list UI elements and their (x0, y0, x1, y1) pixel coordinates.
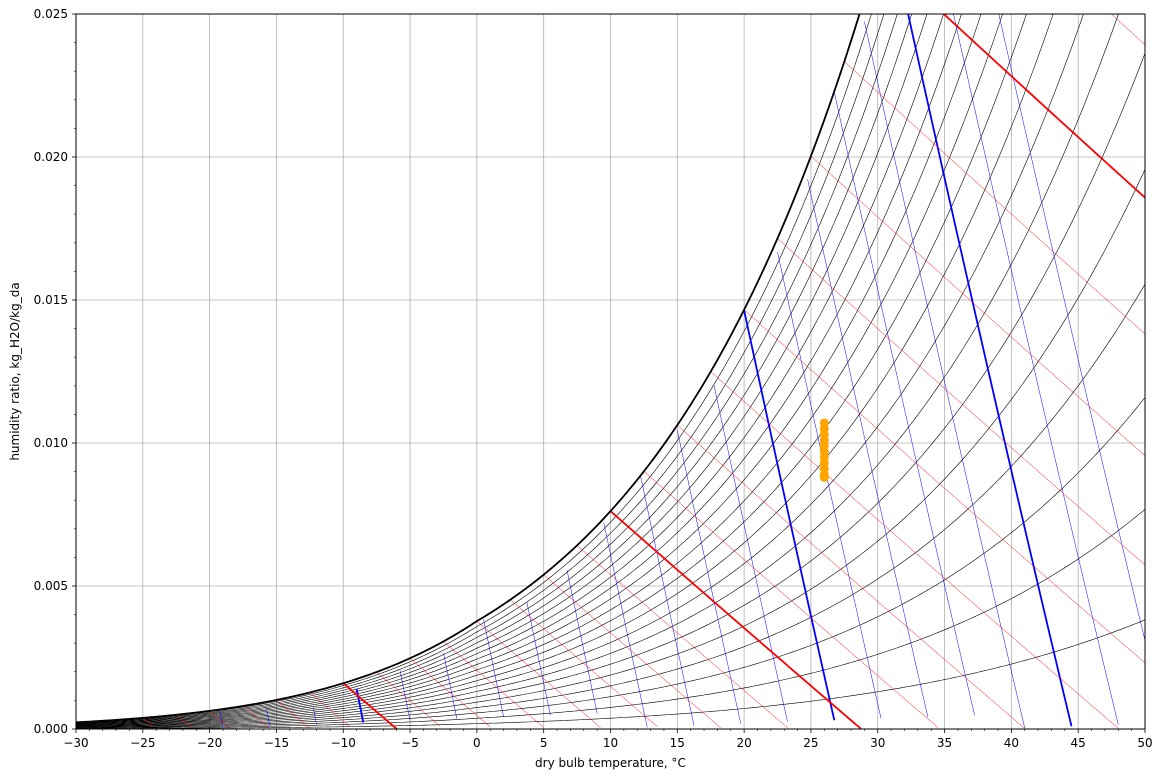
x-tick-label: 20 (736, 736, 751, 750)
x-tick-label: 50 (1137, 736, 1152, 750)
specific-volume-line (864, 21, 1025, 729)
x-tick-label: −30 (63, 736, 88, 750)
specific-volume-line (834, 92, 975, 716)
specific-volume-line (219, 710, 224, 729)
specific-volume-line (953, 14, 1119, 725)
wet-bulb-line (743, 309, 1145, 664)
wet-bulb-line (309, 692, 351, 727)
x-tick-label: −10 (331, 736, 356, 750)
wet-bulb-line (142, 717, 153, 727)
x-tick-label: 5 (540, 736, 548, 750)
wet-bulb-line (276, 699, 311, 729)
x-tick-label: −15 (264, 736, 289, 750)
y-tick-label: 0.020 (34, 150, 68, 164)
y-tick-label: 0.025 (34, 7, 68, 21)
wet-bulb-line (209, 710, 230, 728)
rh-curve (76, 14, 1054, 727)
wet-bulb-line (242, 705, 270, 729)
x-tick-label: 45 (1071, 736, 1086, 750)
x-tick-label: 0 (473, 736, 481, 750)
specific-volume-line (312, 707, 317, 725)
wet-bulb-line (342, 682, 398, 729)
rh-curve (76, 14, 928, 725)
x-tick-label: −20 (197, 736, 222, 750)
wet-bulb-line (710, 371, 1119, 729)
y-tick-label: 0.015 (34, 293, 68, 307)
wet-bulb-line (1110, 14, 1145, 46)
wet-bulb-line (844, 61, 1145, 335)
specific-volume-line (603, 522, 648, 728)
x-tick-label: 15 (670, 736, 685, 750)
specific-volume-line (640, 476, 695, 726)
wet-bulb-line (443, 641, 544, 728)
specific-volume-line (907, 14, 1073, 727)
specific-volume-line (777, 251, 882, 719)
axes: −30 −25 −20 −15 −10 −5 0 5 10 15 20 25 30 35 40 45 50 0.0… (34, 7, 1153, 750)
rh-curve (76, 14, 962, 725)
y-tick-label: 0.000 (34, 722, 68, 736)
grid (75, 13, 1146, 730)
specific-volume-line (399, 670, 411, 721)
wet-bulb-line (677, 424, 1025, 729)
rh-curve (76, 14, 944, 725)
specific-volume-line (566, 570, 598, 714)
rh-curve (76, 397, 1145, 729)
specific-volume-line (266, 709, 271, 727)
x-tick-label: −25 (130, 736, 155, 750)
x-tick-label: 10 (603, 736, 618, 750)
rh-curve (76, 14, 1119, 727)
specific-volume-line (743, 310, 836, 721)
y-tick-label: 0.005 (34, 579, 68, 593)
x-tick-label: 25 (803, 736, 818, 750)
data-points (819, 418, 829, 482)
specific-volume-line (526, 602, 551, 716)
x-axis-label: dry bulb temperature, °C (535, 756, 686, 770)
x-tick-label: 35 (937, 736, 952, 750)
rh-curve (76, 619, 1145, 729)
x-tick-label: 40 (1004, 736, 1019, 750)
wet-bulb-line (543, 574, 721, 729)
rh-curve (76, 284, 1145, 728)
wet-bulb-line (777, 238, 1145, 566)
wet-bulb-line (376, 671, 441, 727)
y-axis-label: humidity ratio, kg_H2O/kg_da (8, 282, 22, 460)
specific-volume-line (713, 385, 788, 722)
x-tick-label: 30 (870, 736, 885, 750)
x-tick-label: −5 (401, 736, 419, 750)
wet-bulb-line (643, 471, 939, 728)
rh-curve (76, 14, 872, 723)
wet-bulb-line (576, 545, 788, 729)
wet-bulb-line (942, 14, 1145, 199)
rh-curve (76, 14, 885, 724)
specific-volume-line (677, 430, 742, 724)
data-point (819, 472, 829, 482)
rh-curve (76, 14, 1027, 726)
rh-curve (76, 14, 1084, 727)
rh-curve (76, 509, 1145, 729)
y-tick-label: 0.010 (34, 436, 68, 450)
specific-volume-line (443, 652, 458, 719)
wet-bulb-line (176, 714, 194, 729)
specific-volume-line (807, 179, 929, 718)
specific-volume-line (483, 619, 504, 717)
wet-bulb-line (609, 510, 862, 729)
rh-curve (76, 14, 982, 726)
wet-bulb-line (476, 620, 601, 728)
wet-bulb-line (810, 155, 1145, 457)
wet-bulb-line (510, 599, 658, 727)
rh-curve (76, 53, 1145, 728)
specific-volume-line (355, 688, 365, 723)
saturation-curve (76, 14, 861, 724)
rh-curve (76, 14, 898, 724)
psychrometric-lines (76, 14, 1145, 729)
specific-volume-line (998, 14, 1145, 641)
rh-curve (76, 169, 1145, 728)
wet-bulb-line (409, 658, 491, 728)
